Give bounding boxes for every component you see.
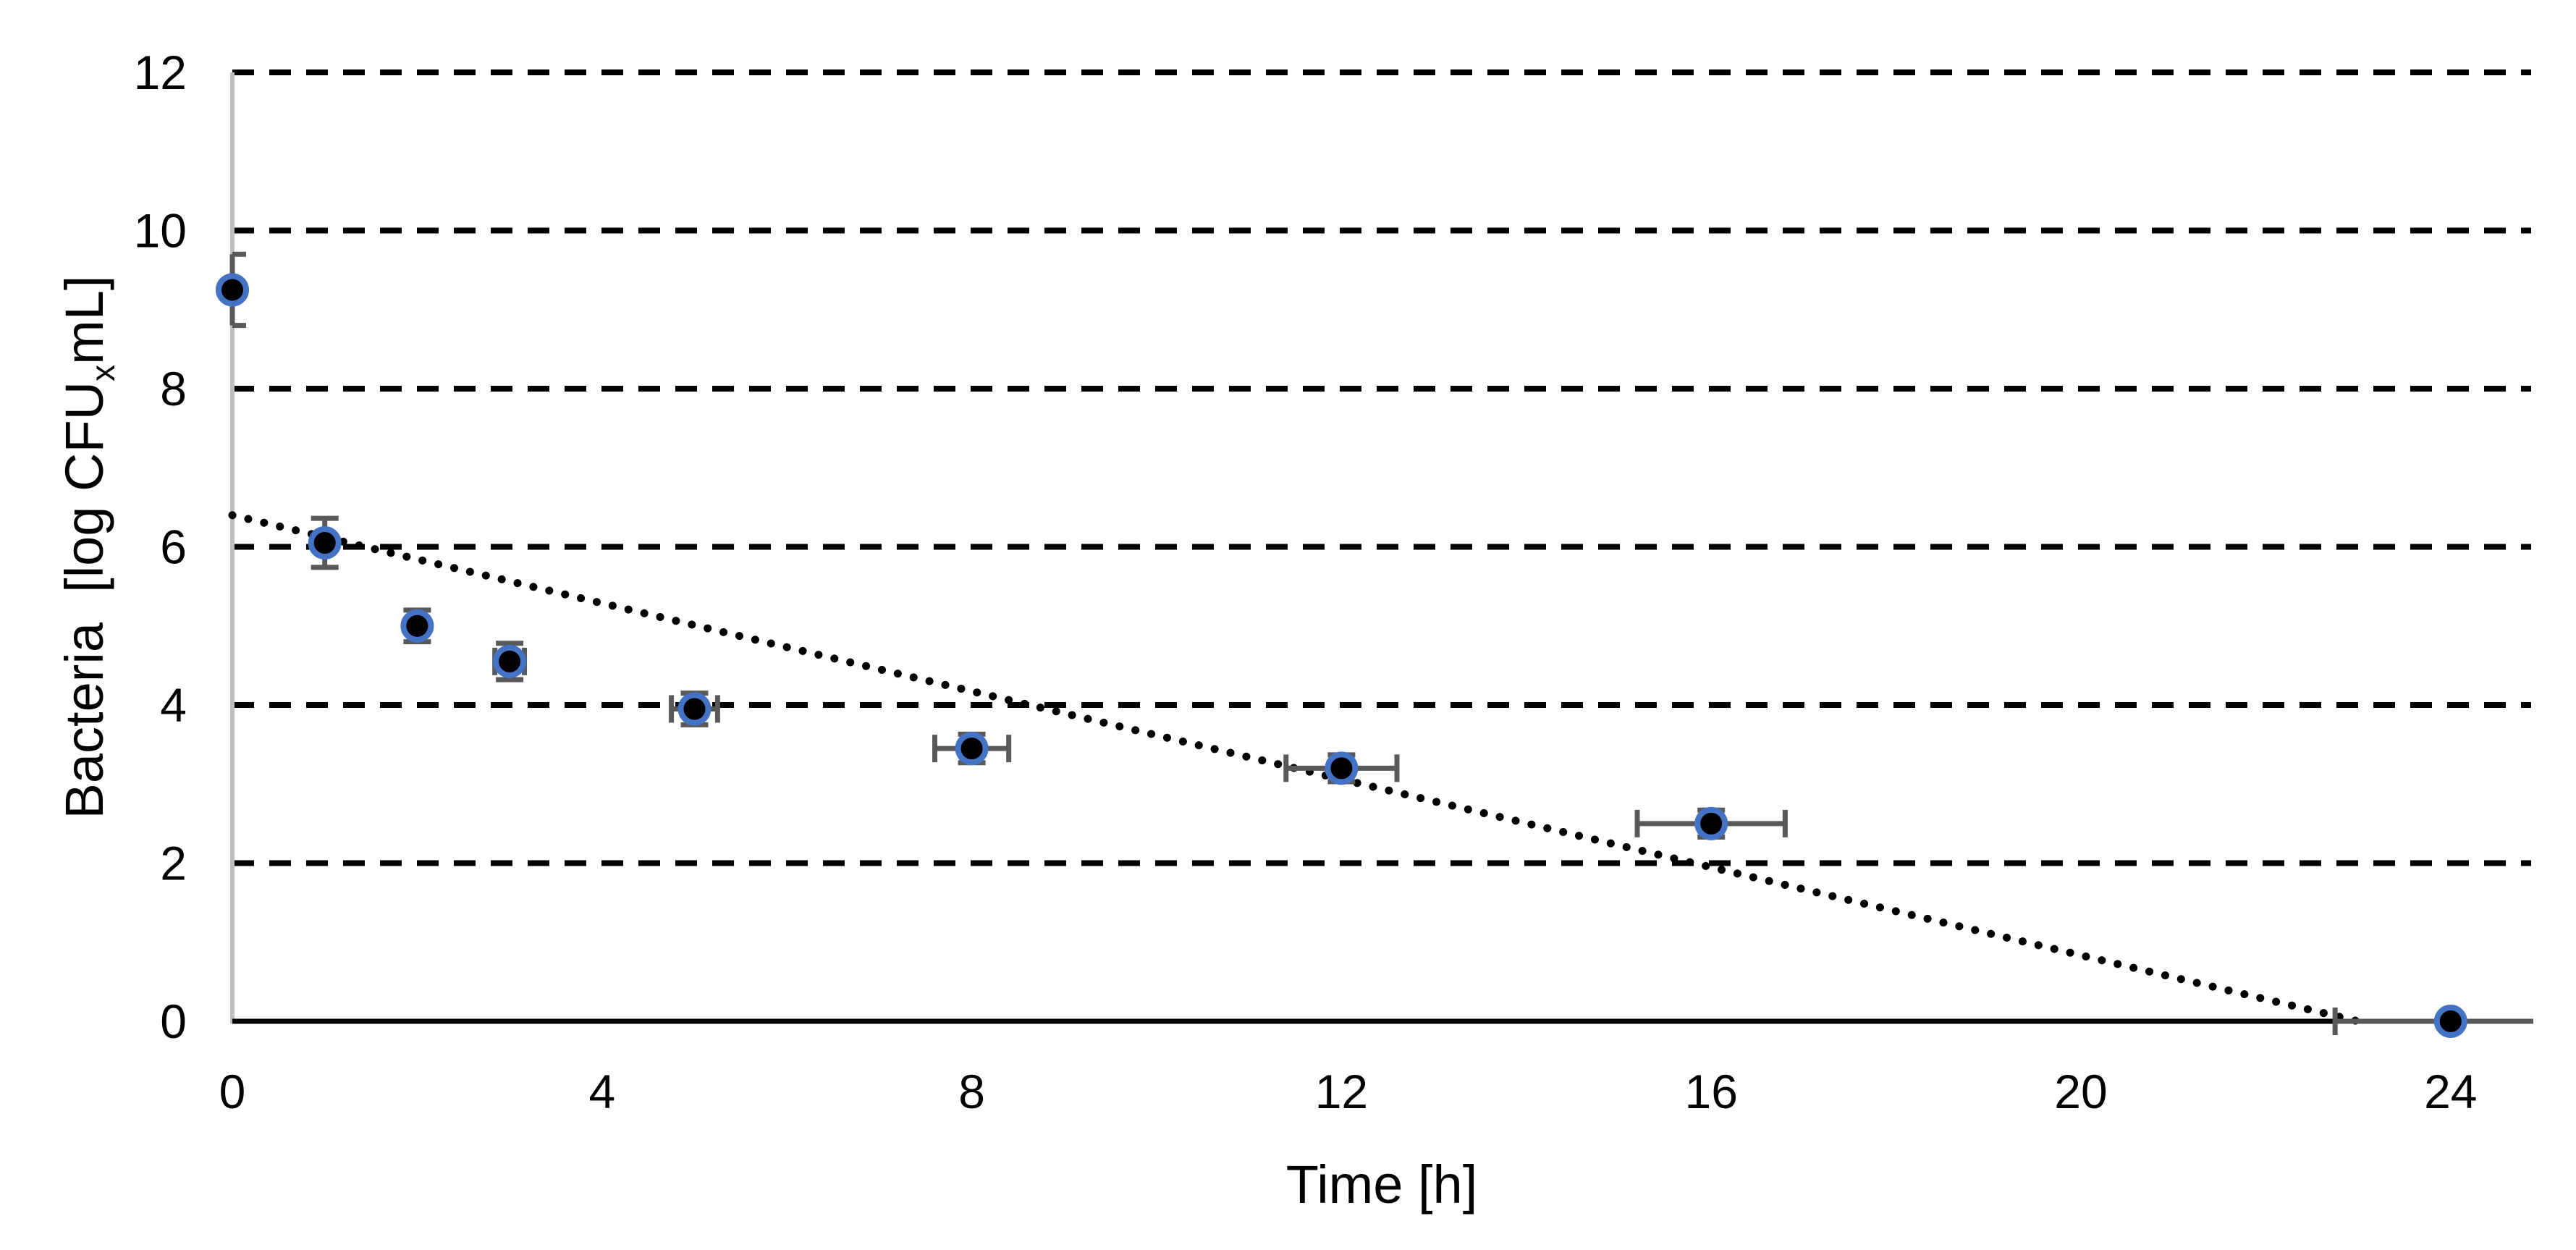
data-point (1325, 751, 1359, 785)
x-tick-label: 4 (588, 1065, 615, 1118)
y-axis-title-prefix: Bacteria [log CFU (54, 381, 114, 819)
data-point (308, 526, 342, 560)
gridlines-group (230, 69, 2531, 1024)
x-tick-label: 8 (958, 1065, 985, 1118)
y-tick-label: 12 (134, 46, 187, 99)
y-tick-label: 8 (160, 362, 187, 415)
y-axis-title-subscript: x (84, 365, 122, 381)
data-point (400, 609, 434, 643)
data-point (493, 644, 527, 678)
x-tick-label: 20 (2054, 1065, 2107, 1118)
data-point (955, 732, 989, 766)
y-tick-label: 10 (134, 204, 187, 258)
x-tick-label: 24 (2424, 1065, 2477, 1118)
y-tick-label: 4 (160, 678, 187, 732)
x-axis-title: Time [h] (1286, 1154, 1478, 1215)
data-points-group (216, 273, 2467, 1038)
x-tick-label: 12 (1315, 1065, 1368, 1118)
data-point (216, 273, 249, 307)
data-point (677, 692, 711, 726)
data-point (1694, 806, 1728, 840)
y-tick-label: 6 (160, 520, 187, 574)
data-point (2433, 1005, 2467, 1038)
y-tick-label: 0 (160, 994, 187, 1048)
error-bars-group (229, 251, 2533, 1035)
x-tick-label: 16 (1684, 1065, 1737, 1118)
y-tick-label: 2 (160, 837, 187, 890)
y-axis-title-suffix: mL] (54, 276, 114, 365)
y-axis-title: Bacteria [log CFUxmL] (54, 276, 122, 819)
x-tick-label: 0 (219, 1065, 246, 1118)
